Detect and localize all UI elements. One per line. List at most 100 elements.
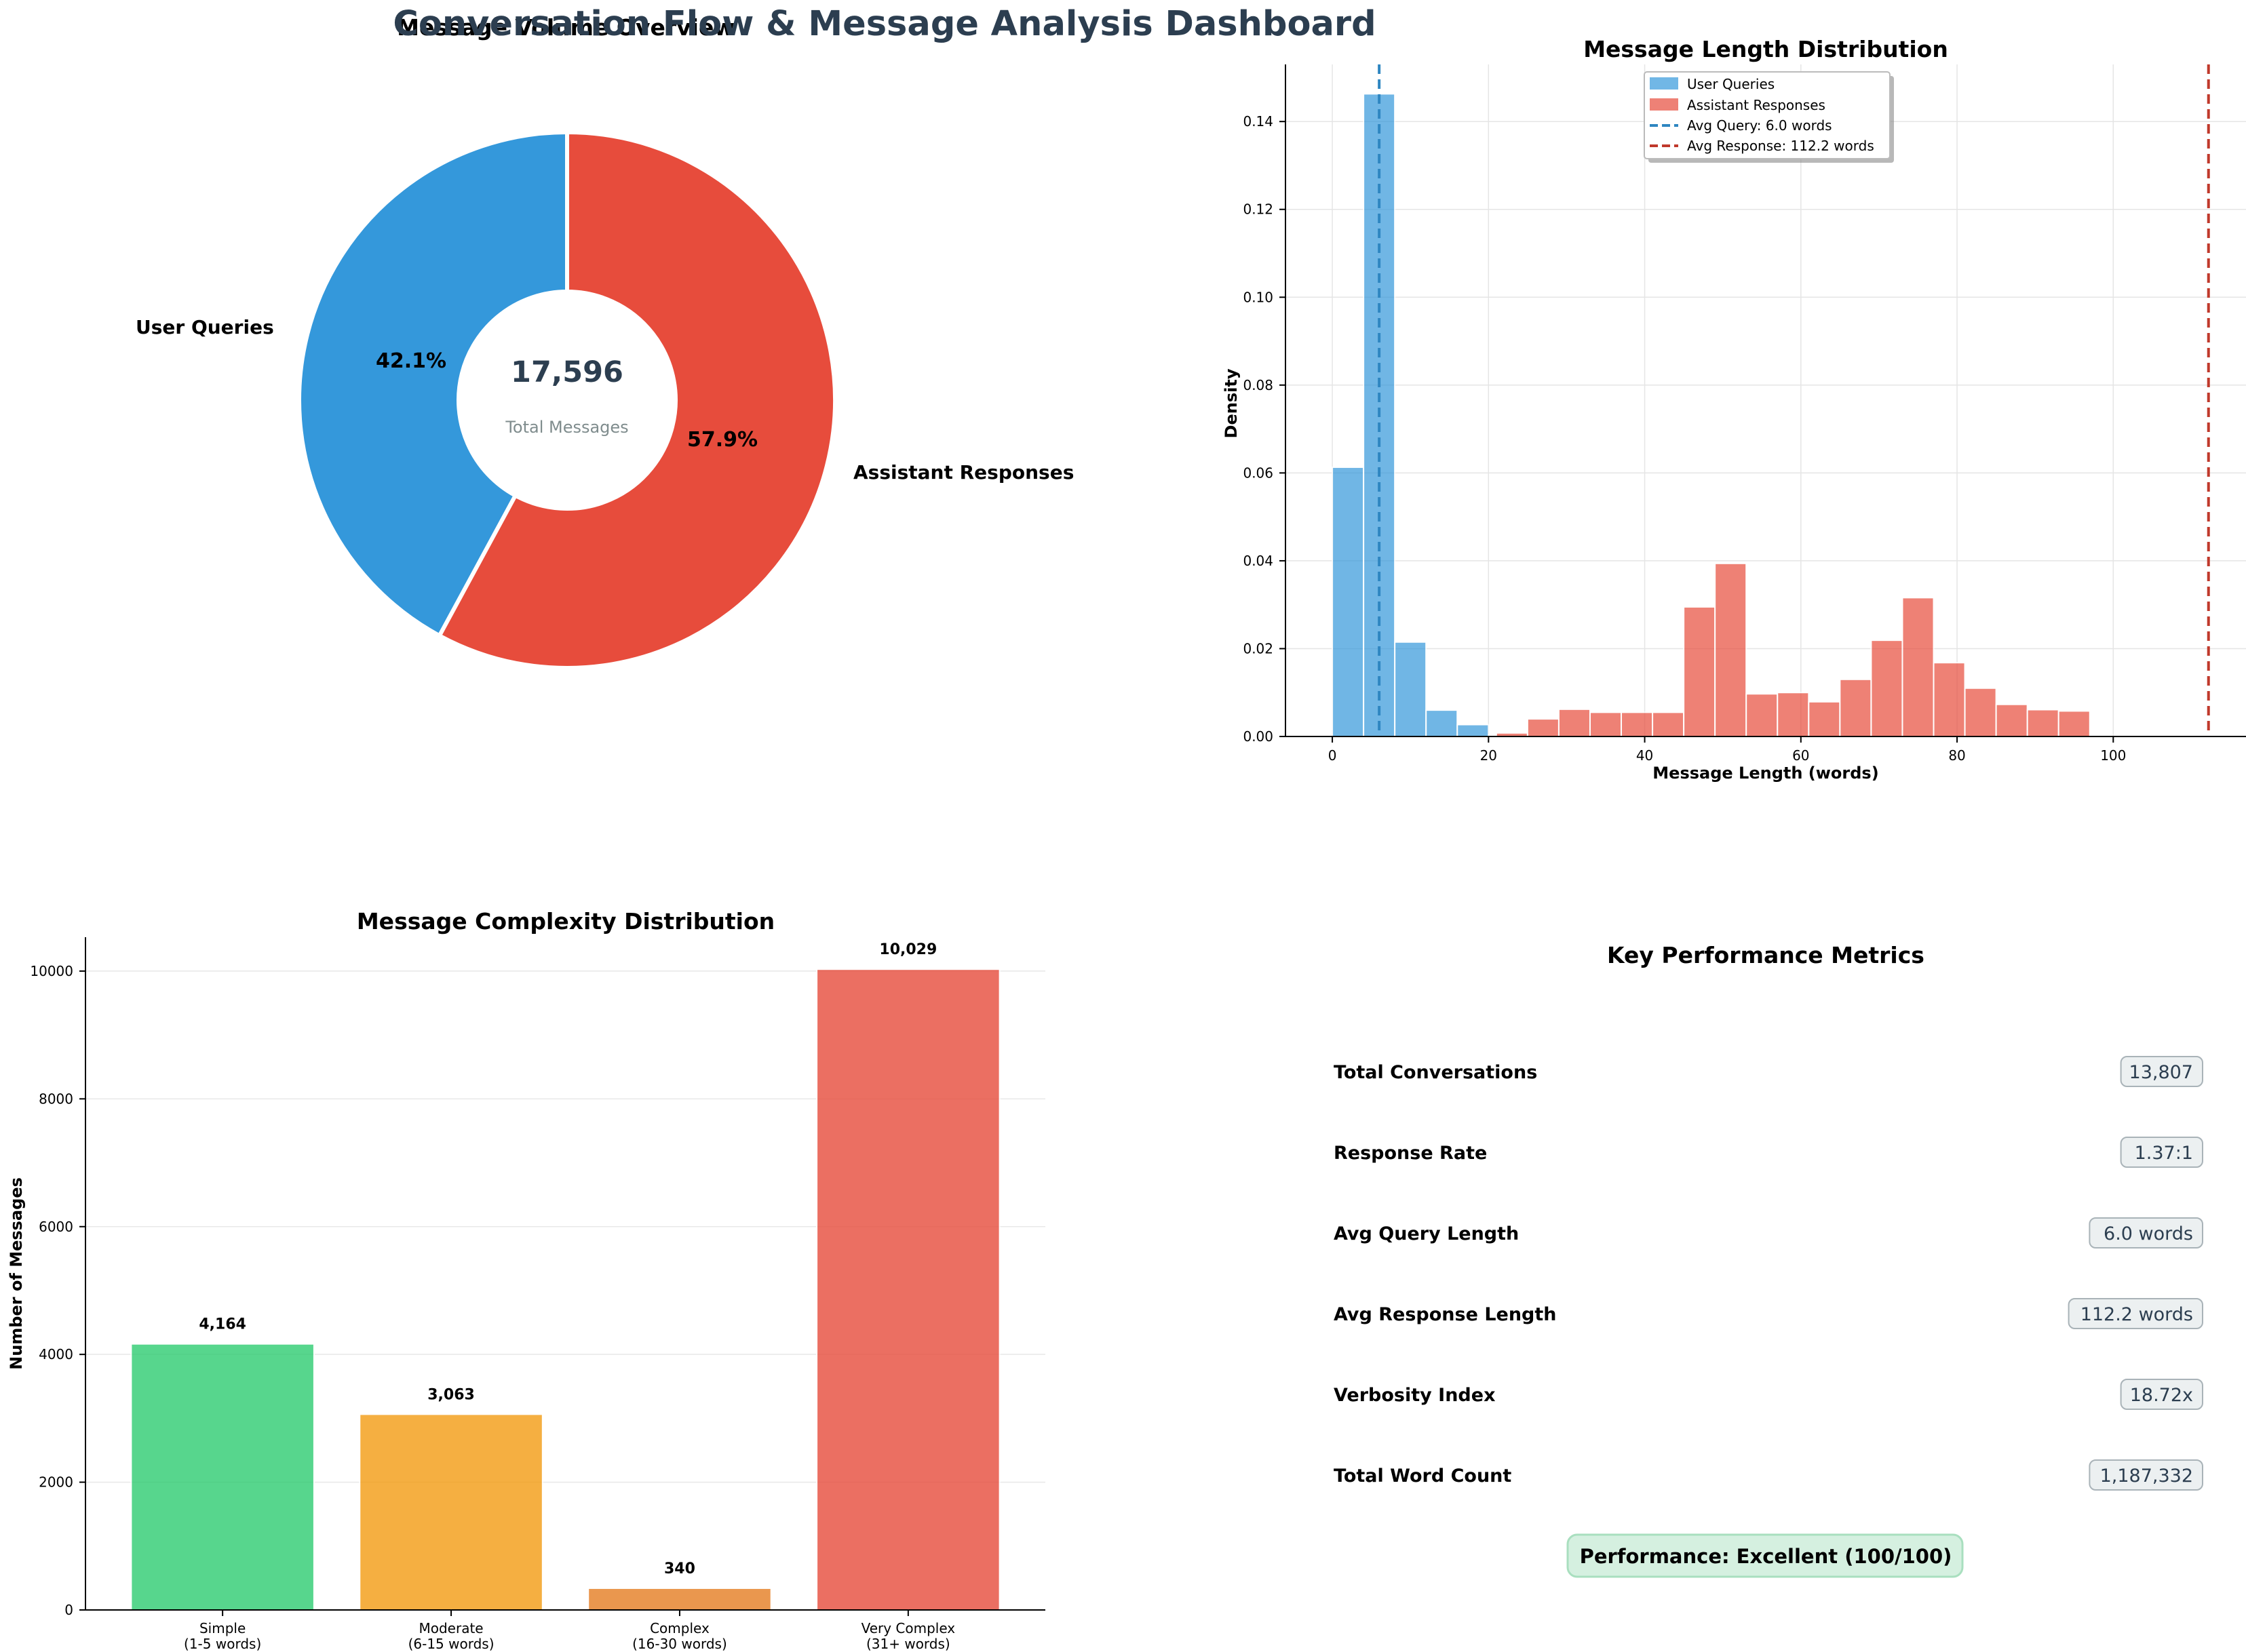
- histogram-y-tick-label: 0.00: [1243, 728, 1273, 745]
- kpi-label: Verbosity Index: [1334, 1385, 1495, 1406]
- histogram-y-tick-label: 0.06: [1243, 465, 1273, 481]
- histogram-x-tick-label: 20: [1480, 747, 1497, 764]
- assistant-response-bin: [1839, 678, 1872, 737]
- user-query-bin: [1332, 466, 1365, 737]
- complexity-bar-panel: Message Complexity Distribution 4,164 3,0…: [7, 908, 1045, 1652]
- legend-assistant-label: Assistant Responses: [1687, 97, 1825, 113]
- complexity-bar: [359, 1413, 543, 1611]
- assistant-response-bin: [2057, 710, 2091, 738]
- kpi-row: Total Word Count 1,187,332: [1334, 1459, 2203, 1491]
- legend-box: [1644, 71, 1891, 159]
- complexity-y-tick-label: 4000: [39, 1346, 73, 1362]
- user-query-bin: [1394, 641, 1427, 737]
- complexity-y-tick-label: 8000: [39, 1090, 73, 1107]
- legend-assistant-swatch: [1650, 98, 1678, 111]
- user-queries-percent: 42.1%: [376, 349, 446, 373]
- kpi-value: 112.2 words: [2080, 1304, 2193, 1325]
- user-queries-slice-label: User Queries: [136, 316, 274, 338]
- kpi-label: Total Conversations: [1334, 1062, 1537, 1083]
- assistant-response-bin: [1621, 711, 1654, 738]
- kpi-label: Total Word Count: [1334, 1466, 1511, 1487]
- kpi-row: Total Conversations 13,807: [1334, 1056, 2204, 1087]
- kpi-row: Avg Response Length 112.2 words: [1334, 1298, 2204, 1329]
- kpi-row: Avg Query Length 6.0 words: [1334, 1217, 2203, 1248]
- total-messages-value: 17,596: [511, 355, 623, 389]
- legend-avg-query-label: Avg Query: 6.0 words: [1687, 117, 1832, 134]
- kpi-value: 6.0 words: [2104, 1223, 2193, 1244]
- donut-chart-title: Message Volume Overview: [397, 14, 735, 41]
- kpi-value-box: [2120, 1137, 2204, 1168]
- kpi-label: Avg Response Length: [1334, 1304, 1557, 1325]
- histogram-x-tick-label: 100: [2100, 747, 2126, 764]
- complexity-y-tick-label: 10000: [30, 963, 73, 979]
- assistant-response-bin: [1933, 662, 1966, 738]
- assistant-response-bin: [1683, 606, 1716, 738]
- kpi-value: 1.37:1: [2135, 1143, 2193, 1164]
- kpi-value-box: [2089, 1217, 2203, 1248]
- complexity-category-label: Very Complex: [861, 1620, 956, 1636]
- page-title: Conversation Flow & Message Analysis Das…: [393, 4, 1376, 44]
- legend-user-label: User Queries: [1687, 76, 1775, 92]
- assistant-responses-percent: 57.9%: [687, 428, 758, 452]
- complexity-y-tick-label: 6000: [39, 1219, 73, 1235]
- kpi-label: Response Rate: [1334, 1143, 1487, 1164]
- kpi-row: Verbosity Index 18.72x: [1334, 1379, 2204, 1410]
- complexity-bar-value: 340: [664, 1560, 695, 1577]
- complexity-bar-value: 4,164: [199, 1316, 246, 1333]
- donut-chart-panel: Message Volume Overview User Queries Ass…: [136, 14, 1074, 670]
- legend-user-swatch: [1650, 77, 1678, 90]
- histogram-reference-lines: [1378, 64, 2210, 736]
- kpi-value-box: [2089, 1459, 2203, 1491]
- complexity-category-label: (16-30 words): [632, 1636, 727, 1652]
- kpi-label: Avg Query Length: [1334, 1223, 1519, 1244]
- assistant-response-bin: [1901, 597, 1935, 737]
- assistant-response-bin: [1777, 692, 1810, 737]
- complexity-axes: [85, 937, 1045, 1611]
- assistant-response-bin: [1652, 711, 1685, 738]
- histogram-legend: User Queries Assistant Responses Avg Que…: [1644, 71, 1894, 163]
- histogram-x-axis-label: Message Length (words): [1652, 764, 1878, 783]
- assistant-response-bin: [1995, 703, 2028, 738]
- assistant-response-bin: [2026, 709, 2059, 737]
- kpi-panel: Key Performance Metrics Total Conversati…: [1334, 942, 2204, 1578]
- histogram-y-tick-label: 0.10: [1243, 289, 1273, 305]
- histogram-x-tick-label: 0: [1328, 747, 1337, 764]
- user-queries-slice: [296, 130, 569, 639]
- kpi-row: Response Rate 1.37:1: [1334, 1137, 2204, 1168]
- total-messages-caption: Total Messages: [505, 418, 628, 437]
- histogram-axes: [1285, 64, 2246, 737]
- complexity-bar: [816, 968, 1001, 1611]
- kpi-rows: Total Conversations 13,807 Response Rate 1.…: [1334, 1056, 2204, 1491]
- assistant-response-bin: [1589, 711, 1623, 738]
- histogram-y-tick-label: 0.12: [1243, 201, 1273, 218]
- histogram-y-tick-label: 0.02: [1243, 640, 1273, 656]
- assistant-response-bin: [1557, 708, 1591, 737]
- histogram-bars: [1332, 93, 2091, 738]
- histogram-x-tick-label: 80: [1948, 747, 1965, 764]
- complexity-category-label: (31+ words): [866, 1636, 950, 1652]
- histogram-y-tick-label: 0.14: [1243, 113, 1273, 130]
- complexity-bar: [130, 1343, 315, 1611]
- kpi-value-box: [2120, 1056, 2204, 1087]
- complexity-category-label: Simple: [199, 1620, 246, 1636]
- histogram-grid: [1285, 64, 2246, 737]
- complexity-bar-value: 3,063: [427, 1386, 475, 1403]
- kpi-value: 18.72x: [2130, 1385, 2193, 1406]
- user-query-bin: [1456, 724, 1490, 737]
- assistant-response-bin: [1714, 562, 1747, 738]
- kpi-value: 1,187,332: [2100, 1466, 2193, 1487]
- complexity-category-label: (6-15 words): [408, 1636, 495, 1652]
- complexity-bar: [587, 1587, 772, 1611]
- assistant-response-bin: [1964, 687, 1997, 738]
- donut-slices: [296, 130, 837, 670]
- complexity-chart-title: Message Complexity Distribution: [357, 908, 775, 935]
- complexity-category-label: Complex: [650, 1620, 710, 1636]
- histogram-x-tick-label: 40: [1636, 747, 1653, 764]
- assistant-responses-slice: [436, 130, 837, 670]
- user-query-bin: [1425, 709, 1458, 737]
- histogram-x-tick-label: 60: [1792, 747, 1809, 764]
- complexity-y-tick-label: 2000: [39, 1474, 73, 1491]
- histogram-title: Message Length Distribution: [1583, 36, 1948, 62]
- complexity-bars: 4,164 3,063 340 10,029: [130, 941, 1001, 1611]
